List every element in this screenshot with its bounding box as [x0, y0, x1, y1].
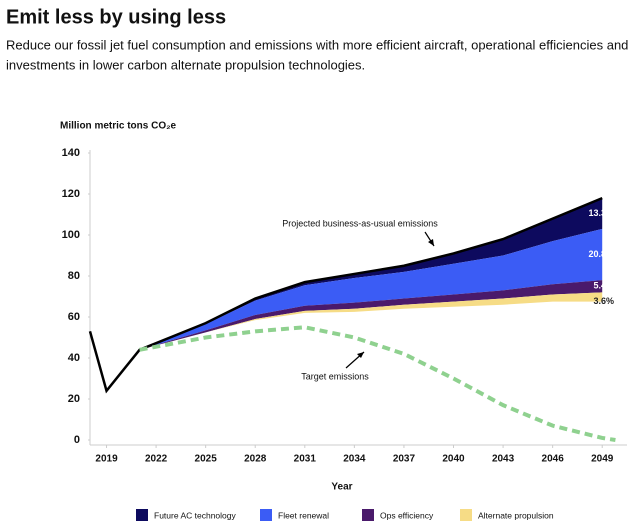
legend-label: Future AC technology: [154, 510, 236, 520]
x-tick-label: 2025: [195, 454, 218, 465]
y-tick-label: 40: [68, 352, 80, 364]
annotation: Target emissions: [301, 371, 369, 381]
arrow-head: [428, 239, 434, 246]
x-axis-label: Year: [331, 482, 352, 493]
annotation: Projected business-as-usual emissions: [282, 218, 438, 228]
legend-swatch: [260, 509, 272, 521]
area-label: 13.3%: [588, 208, 614, 218]
area: [139, 228, 603, 350]
x-tick-label: 2022: [145, 454, 168, 465]
y-tick-label: 140: [62, 147, 80, 159]
legend-swatch: [460, 509, 472, 521]
area: [139, 280, 603, 350]
legend-label: Fleet renewal: [278, 510, 329, 520]
x-tick-label: 2031: [294, 454, 317, 465]
y-tick-label: 80: [68, 270, 80, 282]
x-tick-label: 2043: [492, 454, 515, 465]
area-label: 5.4%: [593, 281, 614, 291]
subtitle: Reduce our fossil jet fuel consumption a…: [6, 37, 628, 52]
legend-label: Ops efficiency: [380, 510, 434, 520]
y-tick-label: 20: [68, 393, 80, 405]
y-tick-label: 0: [74, 434, 80, 446]
legend-swatch: [362, 509, 374, 521]
y-tick-label: 60: [68, 311, 80, 323]
x-tick-label: 2046: [542, 454, 565, 465]
y-tick-label: 100: [62, 229, 80, 241]
target-line: [139, 325, 616, 442]
chart-title: Emit less by using less: [6, 6, 226, 28]
y-tick-label: 120: [62, 188, 80, 200]
area: [139, 292, 603, 350]
arrow-head: [357, 352, 364, 358]
x-tick-label: 2034: [343, 454, 366, 465]
x-tick-label: 2028: [244, 454, 267, 465]
x-tick-label: 2040: [442, 454, 465, 465]
area: [139, 198, 603, 350]
x-tick-label: 2049: [591, 454, 614, 465]
x-tick-label: 2019: [95, 454, 118, 465]
y-axis-label: Million metric tons CO₂e: [60, 121, 177, 132]
bau-line: [88, 196, 603, 394]
legend-label: Alternate propulsion: [478, 510, 554, 520]
legend-swatch: [136, 509, 148, 521]
subtitle: investments in lower carbon alternate pr…: [6, 57, 365, 72]
area-label: 20.8%: [588, 249, 614, 259]
area-label: 3.6%: [593, 296, 614, 306]
x-tick-label: 2037: [393, 454, 416, 465]
